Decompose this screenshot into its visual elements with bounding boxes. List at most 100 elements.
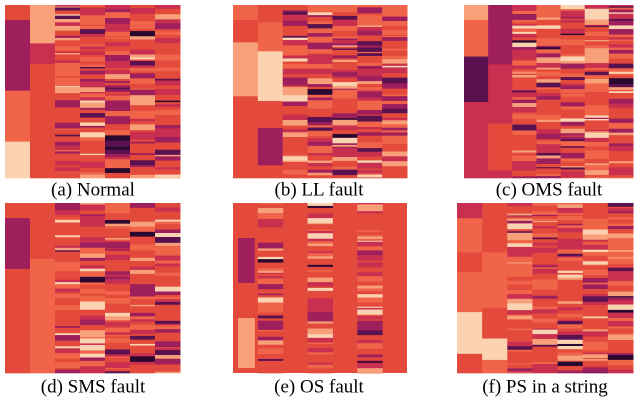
stripe <box>105 88 131 90</box>
stripe <box>80 61 106 65</box>
stripe <box>80 254 106 259</box>
stripe <box>105 217 131 220</box>
stripe <box>258 274 283 277</box>
stripe <box>130 124 156 130</box>
stripe <box>155 107 181 110</box>
stripe <box>80 228 106 232</box>
stripe <box>536 132 561 134</box>
stripe <box>155 132 181 138</box>
stripe <box>105 81 131 83</box>
stripe <box>55 107 81 111</box>
stripe <box>130 216 156 219</box>
stripe <box>532 206 558 212</box>
stripe <box>585 165 610 170</box>
stripe <box>130 140 156 142</box>
stripe <box>532 334 558 339</box>
stripe <box>532 370 558 373</box>
stripe <box>609 129 634 133</box>
stripe <box>507 323 533 329</box>
stripe <box>357 242 382 246</box>
stripe <box>558 263 584 267</box>
stripe <box>80 46 106 49</box>
stripe <box>512 130 537 135</box>
stripe <box>585 19 610 22</box>
stripe <box>608 318 634 321</box>
stripe <box>233 5 258 20</box>
stripe <box>80 93 106 97</box>
stripe <box>155 14 181 19</box>
stripe <box>332 120 357 126</box>
stripe <box>80 101 106 103</box>
stripe <box>80 305 106 310</box>
stripe <box>55 38 81 41</box>
stripe <box>585 27 610 32</box>
stripe <box>308 358 333 363</box>
stripe <box>608 233 634 238</box>
stripe <box>558 292 584 298</box>
stripe <box>583 275 609 278</box>
stripe <box>80 108 106 110</box>
stripe <box>105 291 131 295</box>
stripe <box>80 325 106 331</box>
stripe <box>283 5 308 11</box>
stripe <box>609 29 634 35</box>
stripe <box>382 11 407 17</box>
stripe <box>536 69 561 72</box>
stripe <box>308 161 333 164</box>
stripe <box>130 65 156 68</box>
stripe <box>130 287 156 292</box>
stripe <box>357 276 382 279</box>
stripe <box>561 69 586 74</box>
stripe <box>55 228 81 232</box>
stripe <box>609 62 634 64</box>
caption: (f) PS in a string <box>482 376 608 397</box>
stripe <box>105 295 131 298</box>
stripe <box>558 317 584 320</box>
stripe <box>532 309 558 314</box>
stripe <box>532 274 558 278</box>
stripe <box>382 101 407 104</box>
stripe <box>308 241 333 244</box>
stripe <box>536 103 561 105</box>
stripe <box>80 51 106 55</box>
stripe <box>55 176 81 179</box>
stripe <box>512 107 537 113</box>
stripe <box>512 119 537 123</box>
stripe <box>561 54 586 57</box>
stripe <box>155 81 181 86</box>
stripe <box>609 119 634 124</box>
stripe <box>155 146 181 150</box>
stripe <box>561 177 586 178</box>
stripe <box>357 48 382 53</box>
stripe <box>609 15 634 19</box>
stripe <box>532 359 558 363</box>
stripe <box>357 70 382 76</box>
stripe <box>609 104 634 109</box>
stripe <box>308 54 333 59</box>
stripe <box>105 349 131 354</box>
stripe <box>512 34 537 38</box>
stripe <box>308 324 333 329</box>
stripe <box>609 54 634 59</box>
stripe <box>536 141 561 144</box>
stripe <box>80 316 106 320</box>
stripe <box>80 82 106 88</box>
stripe <box>80 361 106 367</box>
stripe <box>585 163 610 165</box>
stripe <box>558 335 584 340</box>
stripe <box>5 203 31 218</box>
stripe <box>105 328 131 333</box>
stripe <box>536 76 561 79</box>
stripe <box>583 266 609 270</box>
stripe <box>130 45 156 50</box>
stripe <box>536 174 561 176</box>
stripe <box>585 84 610 88</box>
stripe <box>608 208 634 211</box>
stripe <box>258 366 283 372</box>
stripe <box>382 47 407 49</box>
stripe <box>558 254 584 257</box>
stripe <box>583 256 609 262</box>
stripe <box>357 246 382 250</box>
stripe <box>585 70 610 72</box>
stripe <box>5 323 31 355</box>
